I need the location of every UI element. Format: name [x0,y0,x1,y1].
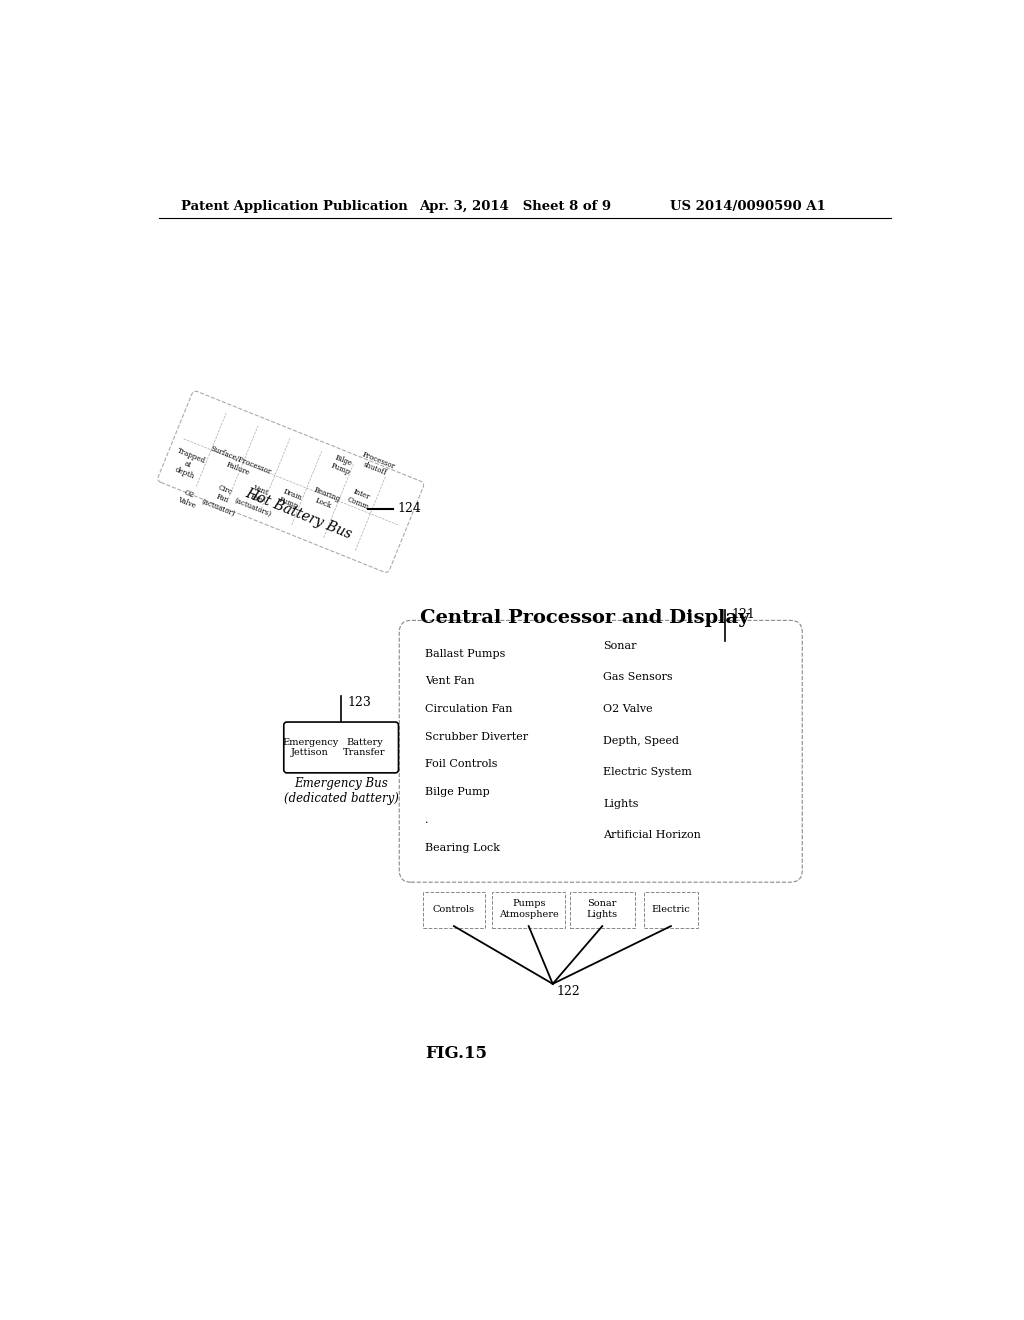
Text: Electric System: Electric System [603,767,692,777]
Text: Artificial Horizon: Artificial Horizon [603,830,701,841]
Text: Circulation Fan: Circulation Fan [425,704,512,714]
Text: Scrubber Diverter: Scrubber Diverter [425,731,528,742]
Text: Surface/Processor
Failure: Surface/Processor Failure [206,445,272,484]
Text: Apr. 3, 2014   Sheet 8 of 9: Apr. 3, 2014 Sheet 8 of 9 [419,199,610,213]
Text: Pumps
Atmosphere: Pumps Atmosphere [499,899,558,919]
Text: US 2014/0090590 A1: US 2014/0090590 A1 [671,199,826,213]
Text: Sonar
Lights: Sonar Lights [587,899,617,919]
Text: Vent
Fan
(actuators): Vent Fan (actuators) [233,479,280,519]
Text: Bilge
Pump: Bilge Pump [330,453,355,477]
Text: 124: 124 [397,502,422,515]
Text: Battery
Transfer: Battery Transfer [343,738,386,758]
Text: Gas Sensors: Gas Sensors [603,672,673,682]
Text: Trapped
at
depth: Trapped at depth [169,447,207,483]
Text: 121: 121 [731,607,755,620]
FancyBboxPatch shape [569,892,635,928]
Text: Foil Controls: Foil Controls [425,759,498,770]
FancyBboxPatch shape [399,620,802,882]
Text: Central Processor and Display: Central Processor and Display [421,609,750,627]
FancyBboxPatch shape [423,892,484,928]
Text: Lights: Lights [603,799,639,809]
Text: Vent Fan: Vent Fan [425,676,474,686]
Text: Bearing Lock: Bearing Lock [425,842,500,853]
Text: O2
Valve: O2 Valve [176,487,200,511]
Text: 123: 123 [347,696,372,709]
Text: Hot Battery Bus: Hot Battery Bus [244,486,354,543]
Text: O2 Valve: O2 Valve [603,704,652,714]
FancyBboxPatch shape [284,722,398,774]
FancyBboxPatch shape [644,892,697,928]
Text: Processor
shutoff: Processor shutoff [357,450,396,479]
Text: Bearing
Lock: Bearing Lock [309,486,341,512]
Text: Inter
Comm: Inter Comm [345,487,374,511]
Text: Emergency
Jettison: Emergency Jettison [282,738,338,758]
Text: Controls: Controls [433,904,475,913]
Text: Emergency Bus
(dedicated battery): Emergency Bus (dedicated battery) [284,777,398,805]
Text: Depth, Speed: Depth, Speed [603,735,679,746]
Text: 122: 122 [557,985,581,998]
FancyBboxPatch shape [493,892,565,928]
FancyBboxPatch shape [158,391,424,573]
Text: Patent Application Publication: Patent Application Publication [180,199,408,213]
Text: Ballast Pumps: Ballast Pumps [425,648,505,659]
Text: Electric: Electric [651,904,690,913]
Text: .: . [425,814,428,825]
Text: Sonar: Sonar [603,640,637,651]
Text: FIG.15: FIG.15 [425,1044,486,1061]
Text: Drain
Pump: Drain Pump [279,487,303,511]
Text: Circ
Fan
(actuator): Circ Fan (actuator) [201,480,244,517]
Text: Bilge Pump: Bilge Pump [425,787,489,797]
